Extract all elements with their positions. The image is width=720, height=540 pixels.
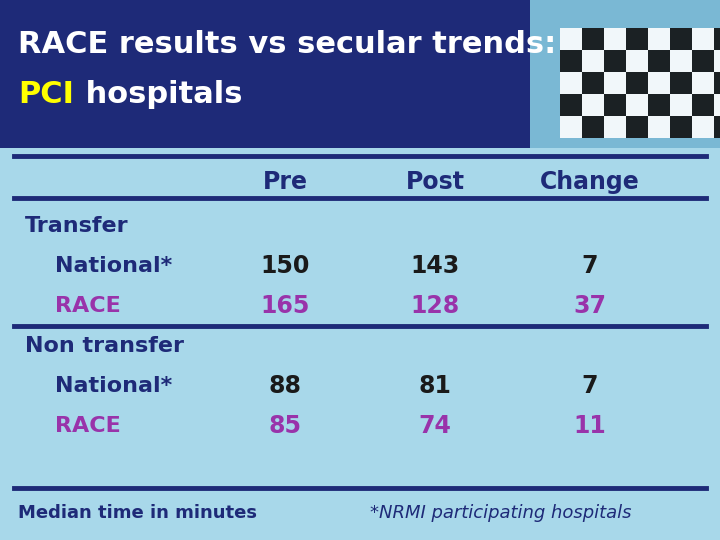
Bar [0,0,530,148]
Text: 37: 37 [574,294,606,318]
Text: 88: 88 [269,374,302,398]
Bar [626,94,648,116]
Bar [648,116,670,138]
Text: RACE: RACE [55,296,121,316]
Bar [604,50,626,72]
Bar [560,72,582,94]
Bar [692,28,714,50]
Bar [670,50,692,72]
Text: National*: National* [55,256,172,276]
Bar [582,50,604,72]
Text: 7: 7 [582,374,598,398]
Bar [714,50,720,72]
Bar [604,116,626,138]
Bar [626,116,648,138]
Text: Median time in minutes: Median time in minutes [18,504,257,522]
Bar [648,50,670,72]
Bar [670,28,692,50]
Text: RACE: RACE [55,416,121,436]
Text: 150: 150 [261,254,310,278]
Bar [604,72,626,94]
Text: 165: 165 [261,294,310,318]
Bar [560,28,582,50]
Bar [714,94,720,116]
Bar [648,94,670,116]
Text: hospitals: hospitals [75,80,243,109]
Text: PCI: PCI [18,80,74,109]
Bar [714,72,720,94]
Text: 128: 128 [410,294,459,318]
Text: 85: 85 [269,414,302,438]
Text: Post: Post [405,170,464,194]
Bar [582,94,604,116]
Bar [582,116,604,138]
Bar [626,28,648,50]
Bar [648,72,670,94]
Bar [648,28,670,50]
Text: Change: Change [540,170,640,194]
Bar [692,94,714,116]
Text: 74: 74 [418,414,451,438]
Bar [582,28,604,50]
Text: RACE results vs secular trends:: RACE results vs secular trends: [18,30,557,59]
Text: 11: 11 [574,414,606,438]
Bar [604,94,626,116]
Bar [530,0,720,148]
Bar [560,50,582,72]
Bar [670,72,692,94]
Text: National*: National* [55,376,172,396]
Text: Non transfer: Non transfer [25,336,184,356]
Bar [692,50,714,72]
Bar [626,72,648,94]
Bar [604,28,626,50]
Bar [582,72,604,94]
Bar [670,94,692,116]
Text: 143: 143 [410,254,459,278]
Bar [692,116,714,138]
Text: 81: 81 [418,374,451,398]
Text: Pre: Pre [263,170,307,194]
Text: Transfer: Transfer [25,216,129,236]
Bar [692,72,714,94]
Bar [560,94,582,116]
Text: 7: 7 [582,254,598,278]
Bar [626,50,648,72]
Bar [670,116,692,138]
Bar [714,28,720,50]
Bar [560,116,582,138]
Text: *NRMI participating hospitals: *NRMI participating hospitals [370,504,631,522]
Bar [714,116,720,138]
